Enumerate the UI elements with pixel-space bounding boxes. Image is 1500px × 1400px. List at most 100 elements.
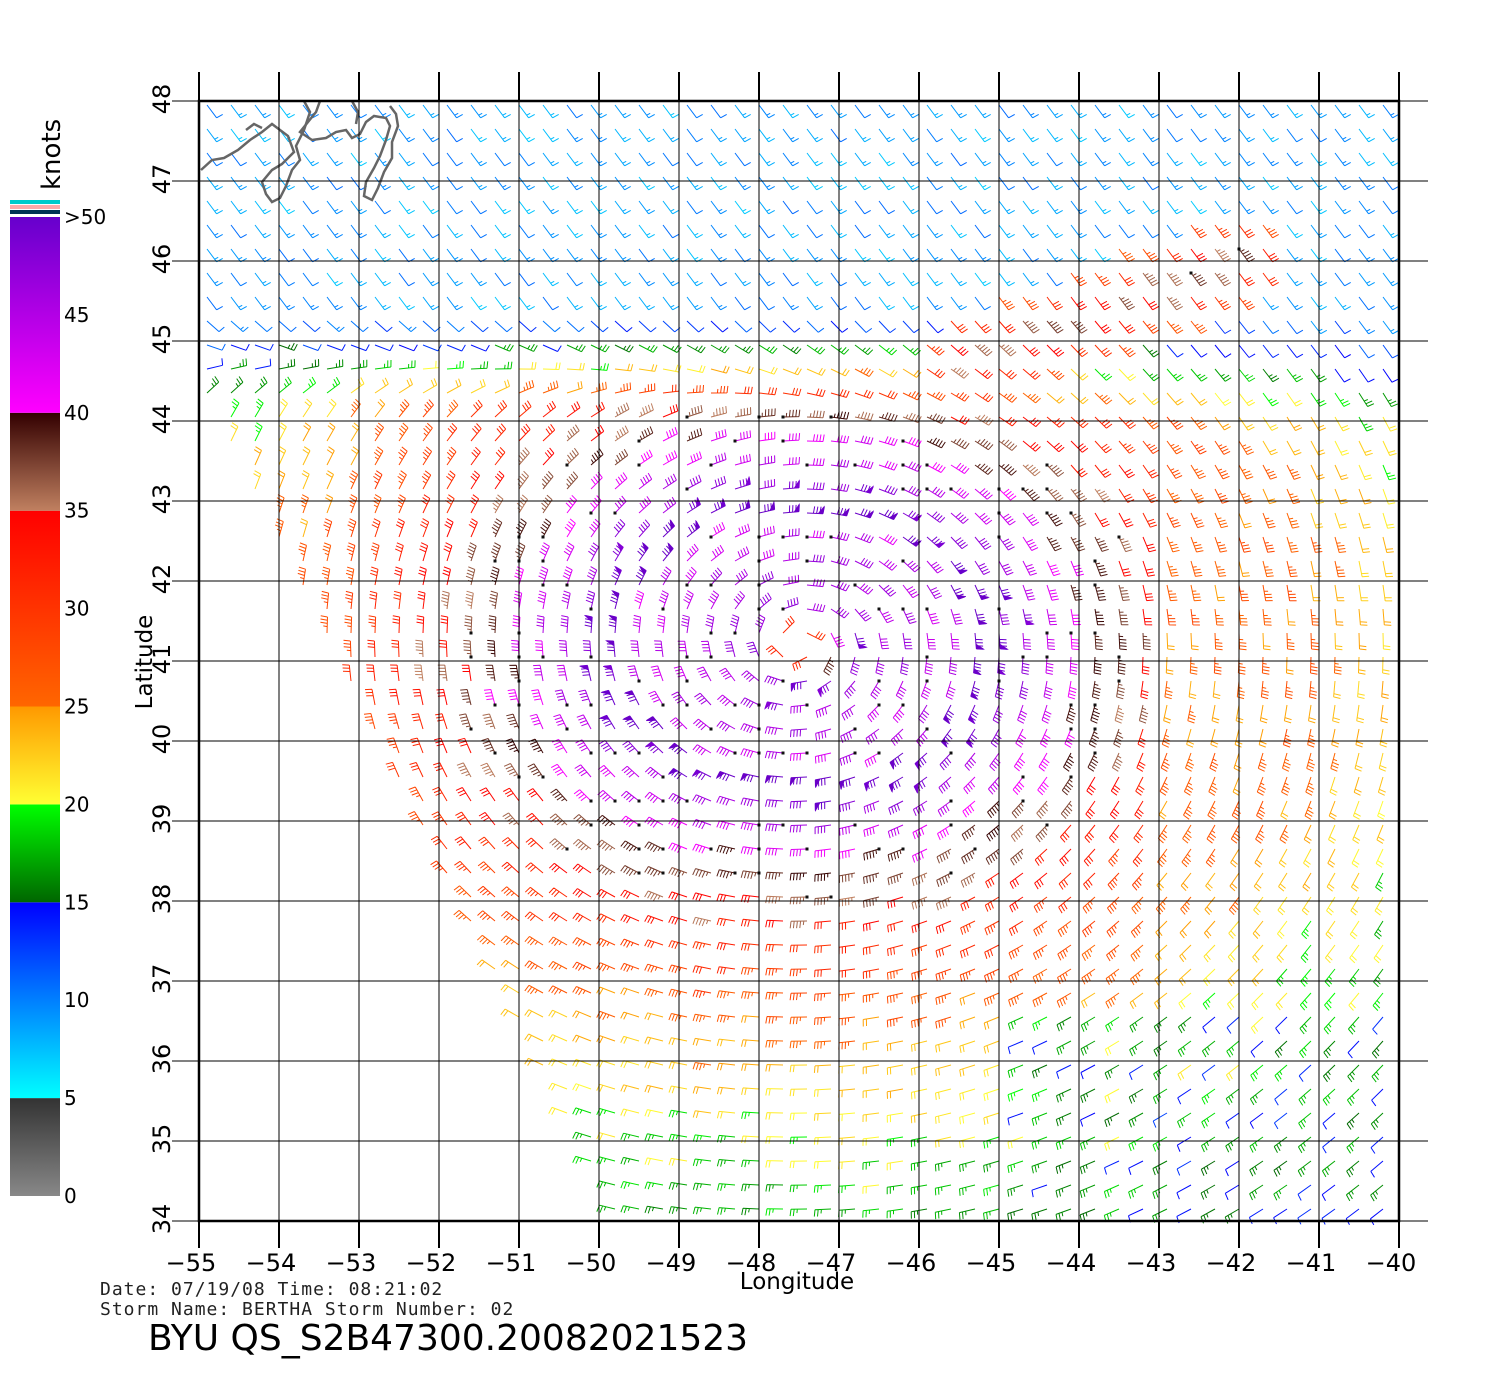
- wind-barb: [1190, 320, 1208, 334]
- wind-barb: [854, 272, 871, 287]
- wind-barb: [1297, 1184, 1312, 1201]
- wind-barb: [1358, 440, 1373, 456]
- wind-barb: [839, 752, 856, 766]
- wind-barb: [470, 344, 490, 352]
- wind-barb: [1190, 248, 1207, 263]
- wind-barb: [1080, 1016, 1096, 1032]
- wind-barb-pennant: [616, 541, 624, 553]
- wind-barb: [539, 542, 550, 562]
- wind-barb: [1214, 368, 1232, 382]
- wind-barb: [1056, 1016, 1072, 1032]
- wind-barb: [490, 566, 500, 586]
- wind-barb: [413, 664, 424, 682]
- wind-barb: [1349, 920, 1360, 940]
- wind-barb: [998, 464, 1017, 476]
- x-tick-label: −53: [326, 1249, 377, 1277]
- wind-barb: [1282, 728, 1292, 748]
- wind-barb: [350, 422, 360, 442]
- wind-barb: [887, 944, 904, 957]
- wind-barb: [348, 494, 358, 514]
- wind-barb: [669, 717, 688, 730]
- wind-barb: [446, 422, 458, 442]
- wind-barb-pennant: [997, 667, 1007, 676]
- wind-barb-pennant: [941, 737, 948, 749]
- wind-barb: [854, 389, 874, 399]
- wind-barb: [862, 1160, 880, 1170]
- wind-barb: [461, 664, 472, 682]
- wind-barb: [1190, 272, 1207, 287]
- wind-barb: [1117, 656, 1126, 675]
- wind-barb: [686, 320, 705, 333]
- wind-barb: [1130, 944, 1144, 962]
- wind-barb: [464, 615, 473, 634]
- wind-barb: [566, 152, 583, 167]
- wind-barb: [446, 200, 463, 215]
- wind-barb: [878, 368, 898, 378]
- wind-barb: [710, 365, 730, 374]
- wind-barb: [692, 1013, 712, 1023]
- wind-barb: [948, 656, 958, 676]
- wind-barb: [1286, 200, 1303, 215]
- wind-barb: [806, 578, 826, 588]
- wind-barb: [734, 407, 752, 418]
- wind-barb: [394, 542, 404, 562]
- rain-flag-marker: [541, 583, 545, 587]
- wind-barb: [350, 320, 369, 332]
- wind-barb: [686, 296, 703, 311]
- wind-barb: [1251, 968, 1264, 987]
- wind-barb: [398, 399, 410, 418]
- wind-barb: [758, 176, 775, 191]
- wind-barb: [878, 412, 898, 422]
- rain-flag-marker: [685, 487, 689, 491]
- rain-flag-marker: [1093, 583, 1097, 587]
- wind-barb: [902, 412, 922, 423]
- wind-barb: [620, 1060, 640, 1069]
- wind-barb: [501, 837, 520, 850]
- wind-barb: [814, 1040, 832, 1049]
- wind-barb: [254, 248, 271, 263]
- product-id: BYU QS_S2B47300.20082021523: [148, 1318, 749, 1359]
- wind-barb: [572, 838, 592, 851]
- x-tick-label: −42: [1206, 1249, 1257, 1277]
- wind-barb: [422, 344, 442, 352]
- wind-barb: [950, 248, 967, 263]
- wind-barb: [1103, 1184, 1120, 1199]
- wind-barb: [297, 566, 306, 586]
- wind-barb: [692, 1134, 712, 1143]
- wind-barb: [1277, 920, 1288, 940]
- wind-barb: [1165, 656, 1174, 675]
- rain-flag-marker: [493, 703, 497, 707]
- rain-flag-marker: [589, 703, 593, 707]
- wind-barb: [789, 1064, 808, 1073]
- wind-barb: [1166, 416, 1184, 430]
- wind-barb: [1190, 488, 1206, 504]
- wind-barb: [1351, 848, 1360, 868]
- wind-barb: [254, 358, 272, 370]
- wind-barb: [935, 1112, 952, 1124]
- wind-barb: [998, 296, 1015, 311]
- wind-barb: [1011, 800, 1024, 819]
- wind-barb: [1041, 704, 1052, 724]
- wind-barb: [854, 583, 874, 595]
- wind-barb: [789, 824, 808, 833]
- wind-barb: [1081, 992, 1096, 1009]
- wind-barb: [1007, 1184, 1024, 1197]
- wind-barb: [1310, 368, 1327, 383]
- x-tick-label: −43: [1126, 1249, 1177, 1277]
- wind-barb: [483, 689, 496, 706]
- wind-barb: [716, 1062, 736, 1071]
- wind-barb: [1373, 968, 1384, 988]
- wind-barb: [1105, 968, 1120, 985]
- wind-barb: [1046, 512, 1063, 527]
- wind-barb: [278, 224, 295, 239]
- wind-barb: [1007, 1064, 1024, 1078]
- rain-flag-marker: [853, 727, 857, 731]
- wind-barb: [789, 992, 808, 1001]
- wind-barb: [838, 1160, 856, 1170]
- wind-barb: [638, 296, 655, 311]
- x-tick-label: −54: [246, 1249, 297, 1277]
- wind-barb: [668, 940, 688, 950]
- wind-barb: [1238, 584, 1249, 602]
- wind-barb: [326, 296, 343, 311]
- wind-barb: [950, 438, 970, 450]
